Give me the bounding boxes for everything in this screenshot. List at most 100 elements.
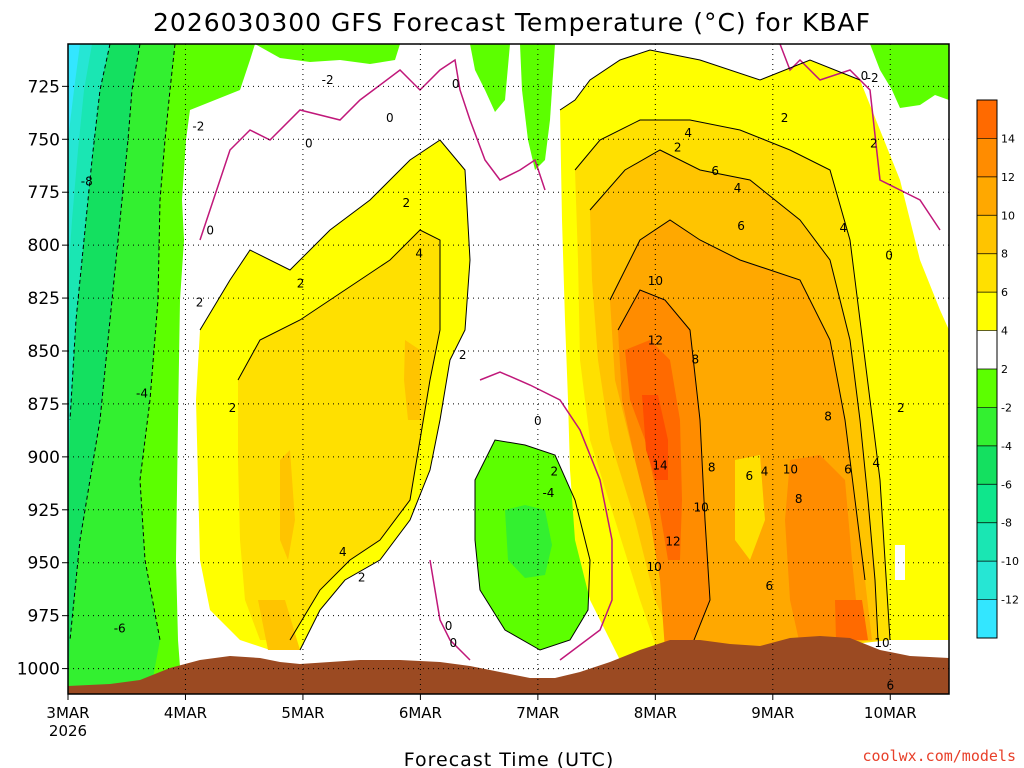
colorbar-segment [977, 138, 997, 177]
contour-label: -6 [114, 621, 126, 635]
contour-label: 2 [674, 141, 682, 155]
contour-plus4-a [237, 229, 441, 641]
grid-lines [68, 44, 949, 694]
contour-label: -4 [542, 486, 554, 500]
contour-label: 2 [897, 401, 905, 415]
contour-label: 10 [783, 463, 798, 477]
colorbar-segment [977, 292, 997, 331]
fill-top-minus2-a [255, 44, 400, 64]
colorbar-segment [977, 561, 997, 600]
y-tick-label: 850 [28, 342, 60, 362]
contour-label: -2 [867, 71, 879, 85]
fill-top-minus2-d [870, 44, 949, 108]
contour-label: 2 [781, 111, 789, 125]
fill-plus6-a [280, 450, 295, 560]
x-tick-label: 7MAR [516, 704, 559, 722]
x-tick-label: 4MAR [164, 704, 207, 722]
x-tick-label: 5MAR [281, 704, 324, 722]
plot-frame [67, 43, 950, 695]
contour-label: 2 [402, 196, 410, 210]
contour-label: 8 [795, 492, 803, 506]
contour-label: -4 [136, 386, 148, 400]
credit-text: coolwx.com/models [862, 747, 1016, 765]
fill-plus6-c [258, 600, 300, 650]
contour-zero-low [429, 559, 471, 661]
colorbar-label: 12 [1001, 171, 1015, 184]
colorbar-segment [977, 407, 997, 446]
colorbar-segment [977, 100, 997, 139]
fill-plus14-main [642, 395, 668, 480]
contour-plus10-main [617, 289, 711, 651]
contour-label: 0 [449, 636, 457, 650]
y-tick-label: 725 [28, 77, 60, 97]
contour-label: 2 [358, 571, 366, 585]
colorbar-segment [977, 599, 997, 638]
colorbar-segment [977, 445, 997, 485]
contour-plus6-main [589, 149, 879, 641]
colorbar-label: -2 [1001, 401, 1012, 414]
contour-label: 2 [229, 401, 237, 415]
contour-label: 6 [765, 579, 773, 593]
x-tick-sublabel: 2026 [49, 722, 87, 740]
ground-terrain [68, 636, 949, 694]
contour-label: 6 [886, 679, 894, 693]
colorbar-label: 8 [1001, 248, 1008, 261]
contour-label: 0 [534, 414, 542, 428]
contour-label: 4 [761, 465, 769, 479]
contour-label: 6 [745, 469, 753, 483]
contour-label: 8 [708, 460, 716, 474]
contour-minus2-pocket [474, 439, 591, 651]
contour-label: 6 [711, 164, 719, 178]
fill-white-pocket [895, 545, 905, 580]
fill-plus10-b [785, 455, 860, 645]
colorbar-label: -10 [1001, 555, 1019, 568]
contour-label: 0 [206, 223, 214, 237]
y-tick-label: 775 [28, 183, 60, 203]
fill-top-minus2-b [470, 44, 510, 112]
contour-label: -8 [81, 175, 93, 189]
contour-label: 2 [459, 348, 467, 362]
y-axis: 725 750 775 800 825 850 875 900 925 950 975 1000 [17, 77, 68, 680]
colorbar-label: 4 [1001, 325, 1008, 338]
contour-label: 4 [415, 247, 423, 261]
colorbar: -12 -10 -8 -6 -4 -2 2 4 6 8 10 12 14 [976, 99, 1019, 639]
colorbar-label: -12 [1001, 594, 1019, 607]
contour-label: 0 [885, 249, 893, 263]
contour-label: 8 [691, 352, 699, 366]
contour-label: 0 [386, 111, 394, 125]
contour-label: 8 [824, 410, 832, 424]
contour-label: 0 [452, 77, 460, 91]
y-tick-label: 900 [28, 448, 60, 468]
fill-plus6-b [404, 340, 420, 420]
contour-label: 0 [861, 69, 869, 83]
contour-label: 10 [647, 560, 662, 574]
contour-label: 4 [839, 221, 847, 235]
colorbar-segment [977, 522, 997, 562]
contour-plus2-main [559, 49, 861, 111]
x-tick-label: 8MAR [634, 704, 677, 722]
contour-label: 10 [874, 636, 889, 650]
chart-title: 2026030300 GFS Forecast Temperature (°C)… [153, 8, 871, 37]
colorbar-label: -4 [1001, 440, 1012, 453]
contour-plus4-main [574, 119, 891, 641]
fill-top-minus2-c [520, 44, 555, 170]
y-tick-label: 825 [28, 289, 60, 309]
colorbar-label: 6 [1001, 286, 1008, 299]
contour-label: 4 [339, 545, 347, 559]
fill-minus4-pocket [505, 505, 552, 578]
colorbar-label: 14 [1001, 132, 1015, 145]
y-tick-label: 1000 [17, 660, 60, 680]
x-axis-label: Forecast Time (UTC) [404, 749, 614, 768]
x-tick-label: 6MAR [399, 704, 442, 722]
fill-minus8 [68, 44, 110, 500]
contour-label: 4 [872, 456, 880, 470]
contour-label: 10 [648, 274, 663, 288]
colorbar-segment [977, 369, 997, 408]
colorbar-segment [977, 253, 997, 293]
colorbar-segment [977, 215, 997, 254]
contour-label: -2 [322, 73, 334, 87]
